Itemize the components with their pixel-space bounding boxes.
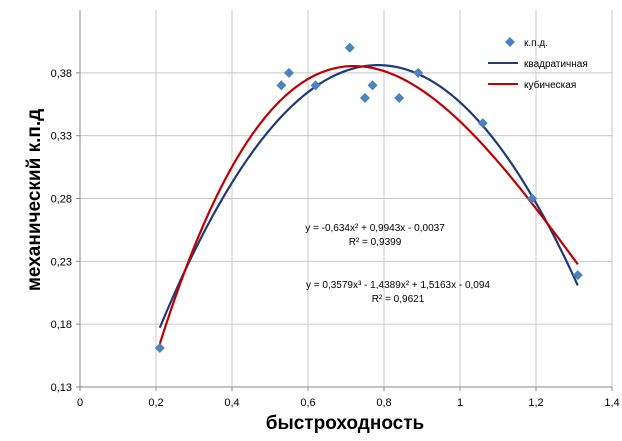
y-tick-label: 0,33: [51, 131, 72, 143]
data-point: [477, 118, 488, 129]
cubic-equation: y = 0,3579x³ - 1,4389x² + 1,5163x - 0,09…: [306, 280, 490, 291]
grid-layer: [80, 10, 613, 387]
data-point: [310, 80, 321, 91]
y-tick-label: 0,38: [51, 68, 72, 80]
x-tick-label: 0,2: [148, 397, 163, 409]
data-point: [344, 42, 355, 53]
legend-label-quadratic: квадратичная: [524, 59, 588, 70]
y-tick-label: 0,28: [51, 194, 72, 206]
data-point: [284, 67, 294, 78]
data-point: [527, 193, 538, 204]
x-axis-title: быстроходность: [266, 413, 424, 434]
x-tick-label: 1,2: [528, 397, 543, 409]
legend-label-cubic: кубическая: [524, 79, 576, 91]
x-tick-label: 0,8: [376, 397, 391, 409]
curve-layer: [158, 64, 579, 345]
quadratic-trend-line: [158, 64, 579, 329]
y-tick-label: 0,23: [51, 256, 72, 268]
data-point: [154, 343, 165, 354]
legend: к.п.д. квадратичная кубическая: [488, 37, 588, 91]
data-point: [413, 67, 424, 78]
data-point: [367, 80, 378, 91]
data-point: [276, 80, 287, 91]
y-tick-label: 0,13: [51, 382, 72, 394]
y-tick-label: 0,18: [51, 319, 72, 331]
cubic-r2: R² = 0,9621: [372, 294, 425, 305]
legend-marker-kpd: [505, 37, 515, 47]
quadratic-r2: R² = 0,9399: [349, 237, 402, 248]
x-tick-label: 1: [457, 397, 463, 409]
y-axis-title: механический к.п.д: [24, 109, 45, 291]
axis-layer: 0 0,2 0,4 0,6 0,8 1 1,2 1,4 0,13 0,18 0,23 0,28 0,33…: [51, 10, 620, 409]
x-tick-label: 1,4: [604, 397, 619, 409]
legend-label-kpd: к.п.д.: [524, 38, 548, 49]
data-point: [394, 92, 405, 103]
data-point: [360, 92, 370, 103]
x-tick-label: 0,6: [300, 397, 315, 409]
x-tick-label: 0: [77, 397, 83, 409]
cubic-trend-line: [158, 64, 579, 345]
quadratic-equation: y = -0,634x² + 0,9943x - 0,0037: [305, 223, 445, 234]
data-point: [572, 270, 583, 281]
x-tick-label: 0,4: [224, 397, 239, 409]
annotations: y = -0,634x² + 0,9943x - 0,0037 R² = 0,9…: [305, 223, 490, 305]
point-layer: [154, 42, 583, 354]
